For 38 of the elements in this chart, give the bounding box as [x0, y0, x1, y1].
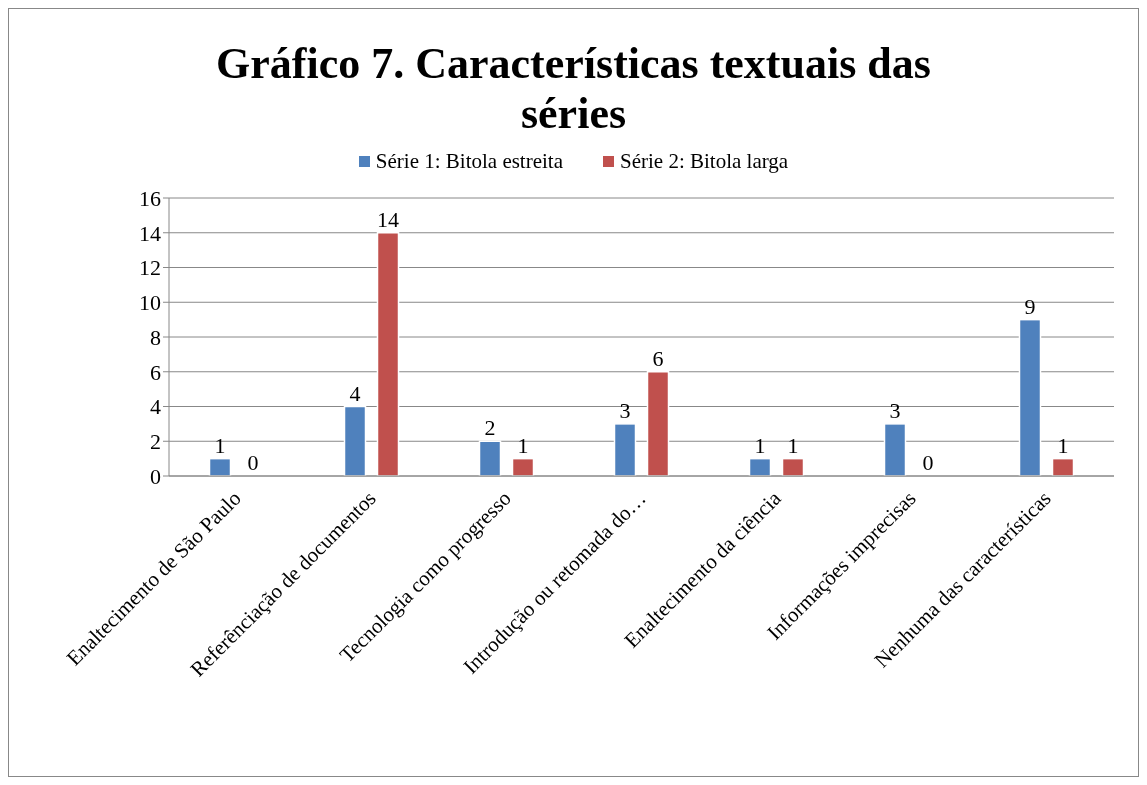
data-label: 2 — [484, 415, 496, 441]
y-tick-label: 12 — [139, 255, 161, 281]
y-tick-label: 0 — [150, 463, 161, 489]
y-tick-label: 10 — [139, 290, 161, 316]
bar — [883, 423, 907, 476]
bar — [613, 423, 637, 476]
y-tick-label: 4 — [150, 394, 161, 420]
data-label: 3 — [889, 397, 901, 423]
data-label: 1 — [754, 432, 766, 458]
y-tick-label: 14 — [139, 220, 161, 246]
y-tick-label: 2 — [150, 429, 161, 455]
bar — [376, 232, 400, 476]
y-tick-label: 8 — [150, 324, 161, 350]
bar — [1051, 457, 1075, 476]
data-label: 1 — [214, 432, 226, 458]
y-tick-label: 16 — [139, 185, 161, 211]
legend-label: Série 2: Bitola larga — [619, 149, 789, 174]
chart-title: Gráfico 7. Características textuais das séries — [215, 38, 932, 140]
data-label: 0 — [247, 450, 259, 475]
data-label: 1 — [787, 432, 799, 458]
bar — [646, 371, 670, 476]
bar — [208, 457, 232, 476]
y-tick-label: 6 — [150, 359, 161, 385]
data-label: 9 — [1024, 293, 1036, 319]
data-label: 6 — [652, 345, 664, 371]
bar — [343, 405, 367, 476]
data-label: 3 — [619, 397, 631, 423]
bar — [478, 440, 502, 476]
data-label: 14 — [377, 206, 399, 232]
bar — [748, 457, 772, 476]
bar — [781, 457, 805, 476]
data-label: 4 — [349, 380, 361, 406]
bar — [511, 457, 535, 476]
data-label: 1 — [1057, 432, 1069, 458]
data-label: 1 — [517, 432, 529, 458]
bar — [1018, 318, 1042, 476]
data-label: 0 — [922, 450, 934, 475]
legend-label: Série 1: Bitola estreita — [374, 149, 564, 174]
